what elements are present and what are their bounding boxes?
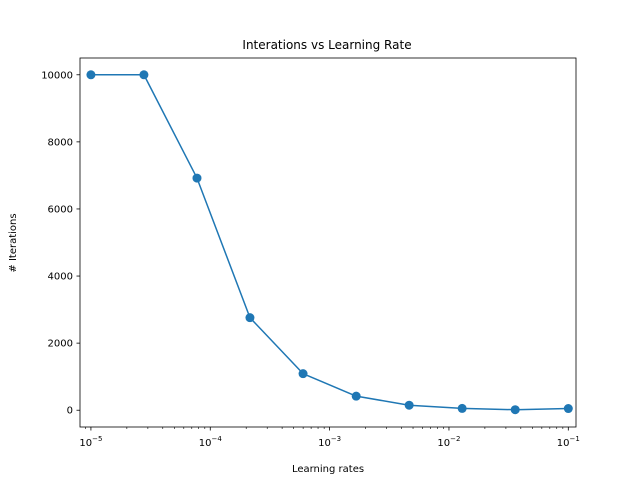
data-point <box>298 369 308 379</box>
axes-frame <box>79 57 577 428</box>
x-tick-label: 10−3 <box>318 435 341 449</box>
y-tick-label: 10000 <box>41 70 73 81</box>
y-tick-label: 4000 <box>48 272 73 283</box>
y-axis-label: # Iterations <box>8 213 19 272</box>
x-axis-label: Learning rates <box>292 464 364 475</box>
data-point <box>139 70 149 80</box>
chart-title: Interations vs Learning Rate <box>242 38 411 52</box>
x-tick-label: 10−1 <box>557 435 580 449</box>
data-point <box>351 391 361 401</box>
series-line <box>90 74 569 411</box>
data-point <box>245 313 255 323</box>
data-point <box>192 173 202 183</box>
y-tick-label: 2000 <box>48 339 73 350</box>
y-tick-label: 6000 <box>48 204 73 215</box>
x-tick-label: 10−2 <box>437 435 460 449</box>
data-point <box>404 400 414 410</box>
y-tick-label: 0 <box>67 406 73 417</box>
data-point <box>86 70 96 80</box>
y-tick-label: 8000 <box>48 137 73 148</box>
data-point <box>457 403 467 413</box>
x-tick-label: 10−5 <box>79 435 102 449</box>
data-point <box>563 404 573 414</box>
y-axis: 0 2000 4000 6000 8000 10000 <box>41 70 80 417</box>
data-point <box>510 405 520 415</box>
x-axis: 10−5 10−4 10−3 10−2 10−1 <box>79 427 580 449</box>
plot-area <box>86 70 573 415</box>
x-tick-label: 10−4 <box>199 435 223 449</box>
